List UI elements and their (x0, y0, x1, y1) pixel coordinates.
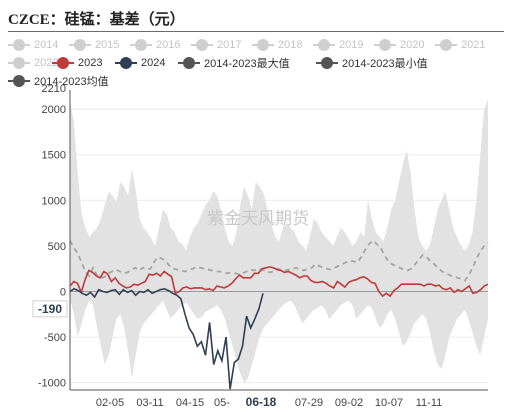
legend-label: 2020 (400, 39, 425, 51)
x-tick-label: 05- (214, 397, 230, 409)
y-tick-label: -500 (44, 332, 66, 344)
legend-row-2: 2022 2023 2024 2014-2023最大值 2014-2023最小值 (8, 54, 508, 72)
current-value-label: -190 (38, 302, 62, 316)
x-tick-label: 10-07 (375, 397, 403, 409)
legend-item-2014[interactable]: 2014 (8, 36, 58, 54)
legend-item-2022[interactable]: 2022 (8, 54, 58, 72)
legend-marker-icon (115, 56, 137, 70)
legend-marker-icon (8, 56, 30, 70)
legend-label: 2021 (461, 39, 486, 51)
legend-marker-icon (8, 38, 30, 52)
legend-label: 2014 (34, 39, 59, 51)
y-tick-label: 1000 (42, 195, 66, 207)
legend-marker-icon (313, 38, 335, 52)
title-divider (8, 31, 504, 32)
legend-item-2014-2023最大值[interactable]: 2014-2023最大值 (178, 54, 290, 72)
legend-item-2024[interactable]: 2024 (115, 54, 165, 72)
legend-item-2014-2023均值[interactable]: 2014-2023均值 (8, 72, 109, 90)
y-max-label: 2210 (42, 83, 66, 95)
watermark: 紫金天风期货 (207, 209, 309, 229)
x-tick-label: 04-15 (176, 397, 204, 409)
legend-marker-icon (374, 38, 396, 52)
y-tick-label: 0 (60, 287, 66, 299)
y-tick-label: 1500 (42, 150, 66, 162)
legend-marker-icon (130, 38, 152, 52)
x-tick-label: 11-11 (416, 397, 443, 409)
legend-label: 2016 (156, 39, 181, 51)
legend-marker-icon (8, 74, 30, 88)
legend-label: 2017 (217, 39, 242, 51)
series-line-2023 (69, 266, 489, 298)
legend-marker-icon (191, 38, 213, 52)
legend-label: 2014-2023最小值 (342, 58, 428, 70)
x-tick-label: 07-29 (295, 397, 323, 409)
legend-item-2014-2023最小值[interactable]: 2014-2023最小值 (316, 54, 428, 72)
legend-marker-icon (252, 38, 274, 52)
x-tick-label: 06-18 (246, 395, 277, 409)
legend-item-2016[interactable]: 2016 (130, 36, 180, 54)
legend-item-2017[interactable]: 2017 (191, 36, 241, 54)
x-tick-label: 02-05 (96, 397, 124, 409)
y-tick-label: 500 (48, 241, 66, 253)
current-value-badge (32, 300, 68, 318)
legend-label: 2014-2023最大值 (204, 58, 290, 70)
legend-label: 2019 (339, 39, 364, 51)
legend-item-2015[interactable]: 2015 (69, 36, 119, 54)
y-tick-label: 2000 (42, 104, 66, 116)
chart-title: CZCE：硅锰：基差（元） (8, 12, 185, 28)
legend-marker-icon (52, 56, 74, 70)
legend-marker-icon (435, 38, 457, 52)
legend-item-2019[interactable]: 2019 (313, 36, 363, 54)
legend-marker-icon (316, 56, 338, 70)
legend-marker-icon (69, 38, 91, 52)
legend-item-2021[interactable]: 2021 (435, 36, 485, 54)
x-tick-label: 09-02 (335, 397, 363, 409)
legend-marker-icon (178, 56, 200, 70)
legend-item-2023[interactable]: 2023 (52, 54, 102, 72)
range-band-max-min (70, 100, 488, 383)
legend-item-2020[interactable]: 2020 (374, 36, 424, 54)
legend-label: 2024 (141, 57, 166, 69)
x-tick-label: 03-11 (136, 397, 163, 409)
series-line-2014-2023均值 (69, 239, 489, 282)
legend-label: 2023 (78, 57, 103, 69)
series-line-2024 (69, 287, 264, 390)
legend-label: 2018 (278, 39, 303, 51)
legend-label: 2015 (95, 39, 120, 51)
legend-item-2018[interactable]: 2018 (252, 36, 302, 54)
legend-row-1: 2014 2015 2016 2017 2018 2019 2020 2021 (8, 36, 508, 54)
legend-label: 2014-2023均值 (34, 76, 109, 88)
y-tick-label: -1000 (38, 378, 66, 390)
legend-row-3: 2014-2023均值 (8, 72, 508, 90)
legend-label: 2022 (34, 57, 59, 69)
